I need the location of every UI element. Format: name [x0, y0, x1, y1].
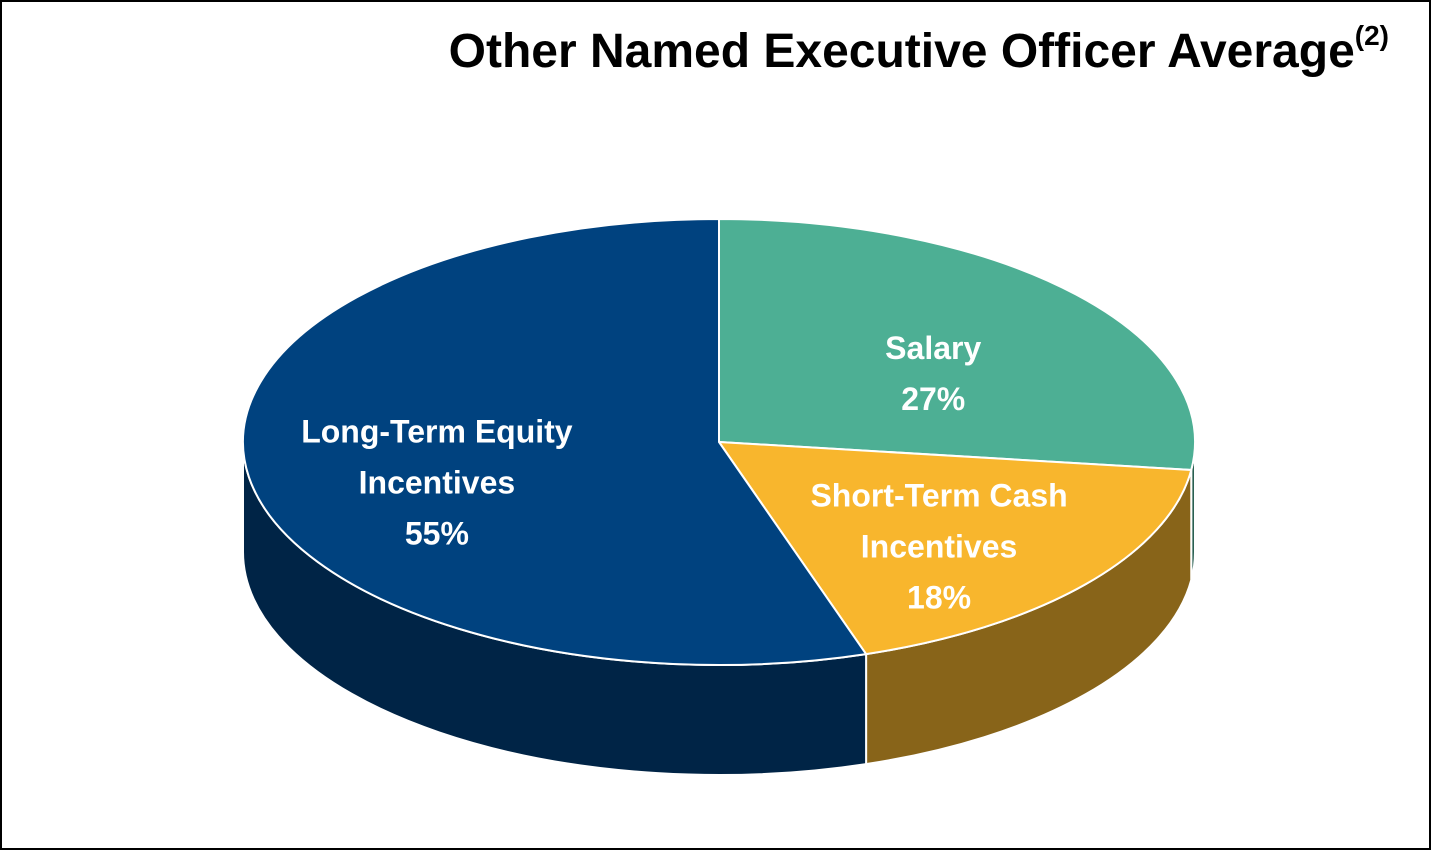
category: Short-Term Cash Incentives: [810, 477, 1068, 565]
value-label: 55%: [404, 515, 469, 552]
slice-label: Long-Term Equity Incentives 55%: [287, 406, 587, 559]
title-note: (2): [1354, 20, 1389, 51]
chart-title-block: Other Named Executive Officer Average(2): [449, 20, 1389, 79]
chart-title: Other Named Executive Officer Average: [448, 25, 1355, 78]
slice-label: Salary 27%: [833, 323, 1033, 425]
slice: [718, 217, 1196, 471]
value-label: 27%: [901, 380, 966, 417]
slice: [242, 217, 868, 666]
slice: [717, 440, 1193, 656]
value-label: 18%: [907, 579, 972, 616]
category: Long-Term Equity Incentives: [301, 413, 573, 501]
slice-label: Short-Term Cash Incentives 18%: [789, 471, 1089, 624]
category: Salary: [885, 329, 982, 366]
